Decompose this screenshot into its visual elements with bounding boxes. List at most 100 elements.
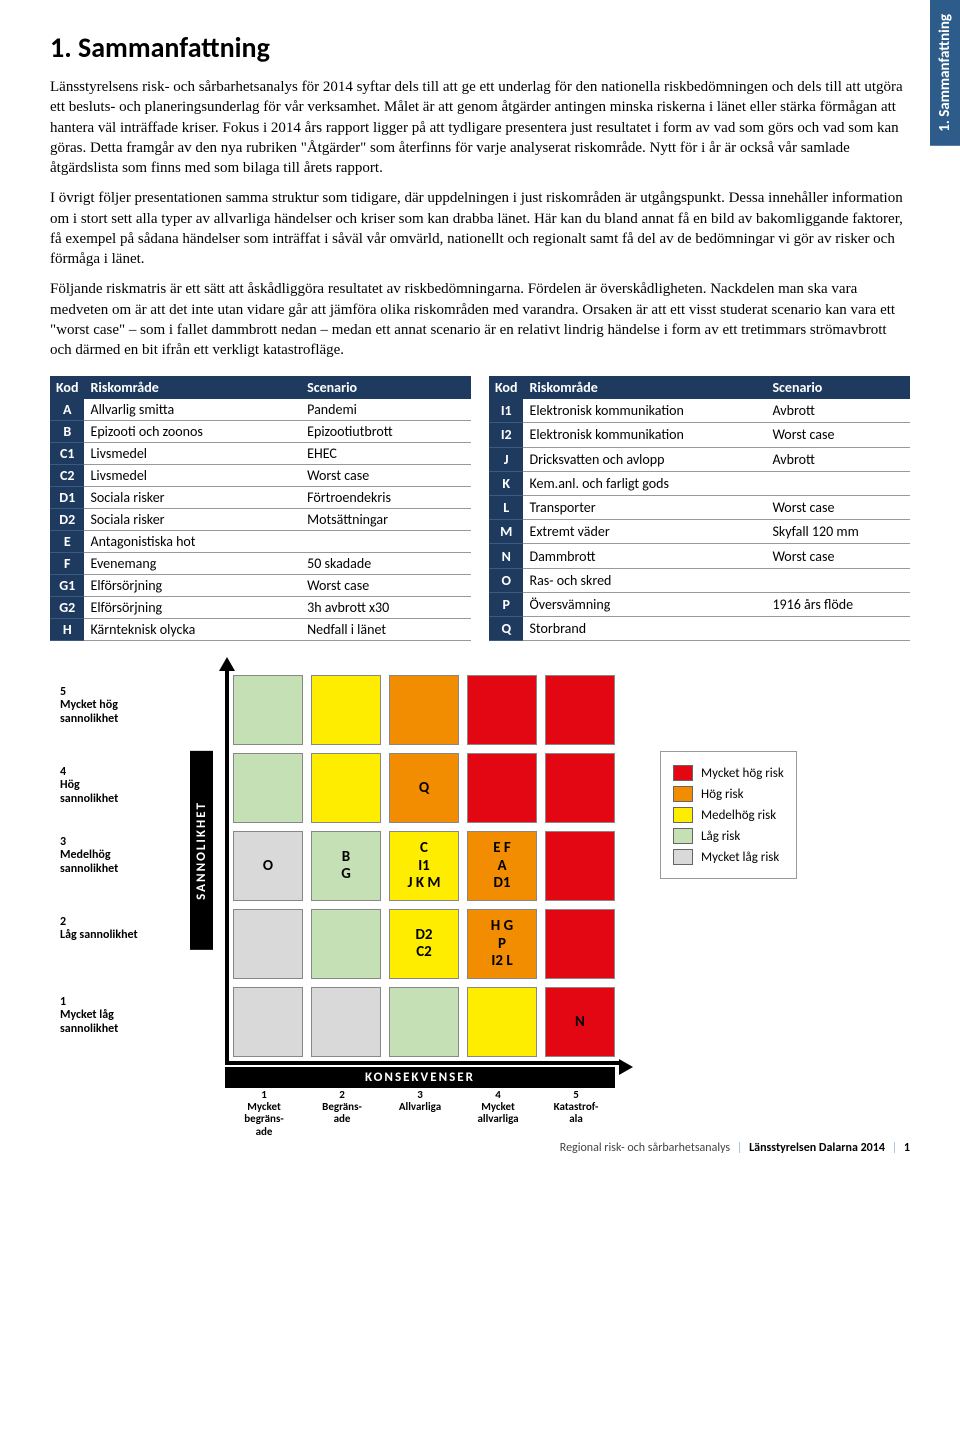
cell-risk: Livsmedel (84, 465, 301, 487)
matrix-cell (311, 753, 381, 823)
matrix-cell: N (545, 987, 615, 1057)
cell-scenario: Pandemi (301, 399, 471, 421)
footer-left: Regional risk- och sårbarhetsanalys (560, 1141, 730, 1155)
cell-kod: E (50, 531, 84, 553)
matrix-cell (233, 909, 303, 979)
cell-risk: Översvämning (523, 592, 766, 616)
y-axis-title: SANNOLIKHET (190, 751, 213, 950)
legend-item: Hög risk (673, 786, 784, 802)
risk-tables: Kod Riskområde Scenario AAllvarlig smitt… (50, 376, 910, 641)
y-axis-label: 4Högsannolikhet (60, 766, 118, 806)
legend-item: Medelhög risk (673, 807, 784, 823)
matrix-cell (467, 753, 537, 823)
cell-risk: Storbrand (523, 617, 766, 641)
cell-scenario: Nedfall i länet (301, 619, 471, 641)
table-row: MExtremt väderSkyfall 120 mm (489, 520, 910, 544)
cell-scenario: 3h avbrott x30 (301, 597, 471, 619)
table-row: I2Elektronisk kommunikationWorst case (489, 423, 910, 447)
th-scenario: Scenario (301, 376, 471, 399)
cell-risk: Transporter (523, 496, 766, 520)
matrix-cell (545, 675, 615, 745)
x-axis-title: KONSEKVENSER (225, 1067, 615, 1088)
cell-kod: O (489, 568, 523, 592)
cell-risk: Extremt väder (523, 520, 766, 544)
cell-kod: D1 (50, 487, 84, 509)
legend-item: Mycket hög risk (673, 765, 784, 781)
cell-risk: Kärnteknisk olycka (84, 619, 301, 641)
y-axis-label: 2Låg sannolikhet (60, 916, 138, 942)
cell-kod: J (489, 447, 523, 471)
cell-risk: Allvarlig smitta (84, 399, 301, 421)
legend-label: Mycket låg risk (701, 850, 779, 865)
legend-item: Mycket låg risk (673, 849, 784, 865)
matrix-cell (389, 675, 459, 745)
legend-label: Hög risk (701, 787, 744, 802)
cell-kod: H (50, 619, 84, 641)
table-row: D1Sociala riskerFörtroendekris (50, 487, 471, 509)
y-axis-label: 5Mycket högsannolikhet (60, 686, 118, 726)
arrow-up-icon (219, 657, 235, 671)
cell-scenario: Avbrott (766, 399, 910, 423)
cell-kod: C2 (50, 465, 84, 487)
matrix-cell (467, 675, 537, 745)
cell-kod: C1 (50, 443, 84, 465)
cell-kod: A (50, 399, 84, 421)
cell-scenario (766, 617, 910, 641)
x-axis-label: 3Allvarliga (381, 1089, 459, 1137)
table-row: G1ElförsörjningWorst case (50, 575, 471, 597)
matrix-cell (389, 987, 459, 1057)
risk-legend: Mycket hög riskHög riskMedelhög riskLåg … (660, 751, 797, 879)
side-tab: 1. Sammanfattning (930, 0, 960, 146)
matrix-cell: H GPI2 L (467, 909, 537, 979)
cell-risk: Ras- och skred (523, 568, 766, 592)
table-row: JDricksvatten och avloppAvbrott (489, 447, 910, 471)
cell-risk: Evenemang (84, 553, 301, 575)
cell-kod: M (489, 520, 523, 544)
table-row: HKärnteknisk olyckaNedfall i länet (50, 619, 471, 641)
cell-scenario: Förtroendekris (301, 487, 471, 509)
legend-label: Medelhög risk (701, 808, 776, 823)
x-axis-label: 5Katastrof-ala (537, 1089, 615, 1137)
matrix-cell (545, 909, 615, 979)
matrix-cell (311, 909, 381, 979)
cell-risk: Elförsörjning (84, 597, 301, 619)
table-row: PÖversvämning1916 års flöde (489, 592, 910, 616)
paragraph-2: I övrigt följer presentationen samma str… (50, 188, 910, 269)
x-axis-label: 1Mycketbegräns-ade (225, 1089, 303, 1137)
x-axis-label: 4Mycketallvarliga (459, 1089, 537, 1137)
matrix-cell (311, 987, 381, 1057)
cell-scenario: Avbrott (766, 447, 910, 471)
cell-scenario: 50 skadade (301, 553, 471, 575)
cell-kod: G2 (50, 597, 84, 619)
matrix-cell: D2C2 (389, 909, 459, 979)
cell-scenario: Worst case (766, 544, 910, 568)
page-footer: Regional risk- och sårbarhetsanalys | Lä… (560, 1141, 910, 1155)
cell-risk: Antagonistiska hot (84, 531, 301, 553)
matrix-grid: QOBGCI1J K ME FAD1D2C2H GPI2 LN (225, 671, 619, 1065)
matrix-cell (467, 987, 537, 1057)
cell-kod: G1 (50, 575, 84, 597)
th-scenario: Scenario (766, 376, 910, 399)
x-axis-label: 2Begräns-ade (303, 1089, 381, 1137)
cell-scenario: 1916 års flöde (766, 592, 910, 616)
cell-scenario (766, 471, 910, 495)
cell-scenario: EHEC (301, 443, 471, 465)
table-row: LTransporterWorst case (489, 496, 910, 520)
legend-swatch (673, 765, 693, 781)
arrow-right-icon (619, 1059, 633, 1075)
th-risk: Riskområde (84, 376, 301, 399)
risk-table-left: Kod Riskområde Scenario AAllvarlig smitt… (50, 376, 471, 641)
matrix-cell: E FAD1 (467, 831, 537, 901)
cell-scenario: Epizootiutbrott (301, 421, 471, 443)
cell-scenario: Worst case (766, 496, 910, 520)
table-row: FEvenemang50 skadade (50, 553, 471, 575)
y-axis-label: 3Medelhögsannolikhet (60, 836, 118, 876)
paragraph-1: Länsstyrelsens risk- och sårbarhetsanaly… (50, 77, 910, 178)
matrix-cell (545, 831, 615, 901)
cell-kod: Q (489, 617, 523, 641)
paragraph-3: Följande riskmatris är ett sätt att åskå… (50, 279, 910, 360)
table-row: QStorbrand (489, 617, 910, 641)
cell-kod: I2 (489, 423, 523, 447)
legend-swatch (673, 807, 693, 823)
risk-matrix: 5Mycket högsannolikhet 4Högsannolikhet 3Me… (50, 671, 910, 1141)
